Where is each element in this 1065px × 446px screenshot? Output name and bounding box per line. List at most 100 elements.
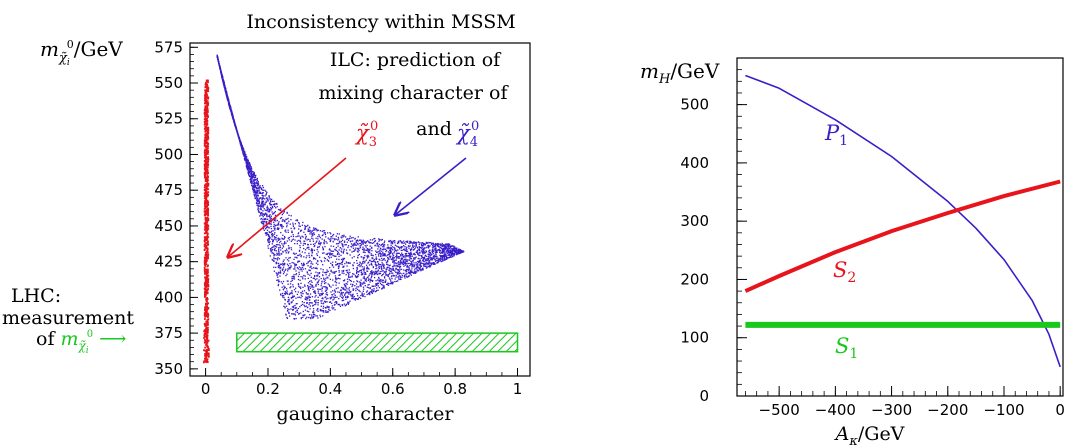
scatter-point: [379, 273, 381, 275]
scatter-point: [373, 258, 375, 261]
scatter-point: [228, 102, 230, 104]
scatter-point: [352, 273, 354, 275]
scatter-point: [205, 246, 208, 249]
scatter-point: [205, 193, 208, 195]
scatter-point: [203, 266, 206, 269]
scatter-point: [406, 266, 409, 268]
scatter-point: [345, 249, 348, 251]
scatter-point: [356, 250, 359, 252]
scatter-point: [260, 204, 262, 207]
scatter-point: [341, 297, 344, 299]
scatter-point: [403, 245, 405, 247]
scatter-point: [428, 250, 430, 252]
scatter-point: [326, 294, 329, 296]
scatter-point: [397, 269, 399, 272]
scatter-point: [358, 271, 360, 273]
scatter-point: [345, 244, 347, 246]
scatter-point: [297, 268, 299, 270]
scatter-point: [323, 239, 326, 241]
scatter-point: [287, 231, 289, 233]
scatter-point: [397, 257, 399, 259]
scatter-point: [304, 314, 306, 316]
scatter-point: [251, 175, 254, 177]
scatter-point: [296, 240, 298, 242]
scatter-point: [288, 298, 290, 301]
scatter-point: [442, 251, 445, 253]
scatter-point: [442, 251, 444, 253]
scatter-point: [417, 241, 420, 243]
scatter-point: [350, 237, 353, 239]
scatter-point: [370, 290, 372, 293]
scatter-point: [205, 270, 207, 273]
scatter-point: [274, 220, 277, 222]
scatter-point: [207, 271, 209, 274]
scatter-point: [299, 279, 301, 281]
scatter-point: [349, 241, 352, 243]
scatter-point: [274, 229, 276, 231]
scatter-point: [447, 249, 449, 251]
scatter-point: [222, 83, 225, 85]
scatter-point: [347, 288, 349, 290]
scatter-point: [404, 275, 406, 277]
scatter-point: [397, 271, 399, 274]
scatter-point: [310, 284, 312, 286]
scatter-point: [421, 242, 423, 244]
scatter-point: [424, 263, 426, 265]
scatter-point: [206, 163, 208, 166]
scatter-point: [346, 241, 348, 243]
scatter-point: [273, 257, 275, 259]
scatter-point: [279, 293, 282, 295]
scatter-point: [280, 231, 282, 234]
scatter-point: [207, 163, 210, 166]
scatter-point: [411, 266, 413, 268]
scatter-point: [244, 157, 246, 159]
scatter-point: [366, 244, 368, 247]
scatter-point: [207, 81, 209, 84]
scatter-point: [292, 306, 295, 308]
scatter-point: [307, 297, 309, 299]
scatter-point: [306, 255, 308, 257]
scatter-point: [275, 244, 278, 246]
scatter-point: [205, 343, 208, 346]
scatter-point: [205, 156, 207, 159]
scatter-point: [288, 260, 290, 262]
scatter-point: [257, 203, 259, 205]
scatter-point: [275, 218, 277, 220]
scatter-point: [390, 250, 392, 253]
scatter-point: [264, 202, 266, 204]
scatter-point: [402, 262, 404, 264]
scatter-point: [204, 93, 207, 96]
scatter-point: [236, 130, 238, 133]
scatter-point: [324, 271, 326, 274]
scatter-point: [415, 245, 418, 247]
scatter-point: [405, 254, 407, 256]
scatter-point: [297, 313, 300, 315]
scatter-point: [204, 307, 207, 310]
scatter-point: [444, 252, 446, 254]
scatter-point: [334, 275, 337, 277]
scatter-point: [283, 264, 286, 266]
scatter-point: [323, 260, 326, 262]
scatter-point: [261, 220, 263, 223]
scatter-point: [326, 253, 328, 256]
scatter-point: [366, 293, 368, 296]
scatter-point: [250, 167, 253, 169]
scatter-point: [304, 278, 306, 280]
scatter-point: [300, 297, 302, 299]
scatter-point: [412, 246, 414, 249]
scatter-point: [429, 264, 431, 266]
scatter-point: [276, 241, 278, 243]
scatter-point: [322, 269, 324, 271]
scatter-point: [273, 200, 275, 203]
scatter-point: [282, 238, 285, 240]
scatter-point: [272, 213, 275, 215]
scatter-point: [227, 96, 229, 99]
scatter-point: [446, 244, 448, 246]
scatter-point: [206, 210, 208, 213]
scatter-point: [357, 240, 359, 242]
scatter-point: [418, 253, 420, 255]
scatter-point: [305, 235, 307, 238]
scatter-point: [292, 238, 294, 240]
scatter-point: [430, 257, 433, 259]
scatter-point: [337, 277, 340, 279]
